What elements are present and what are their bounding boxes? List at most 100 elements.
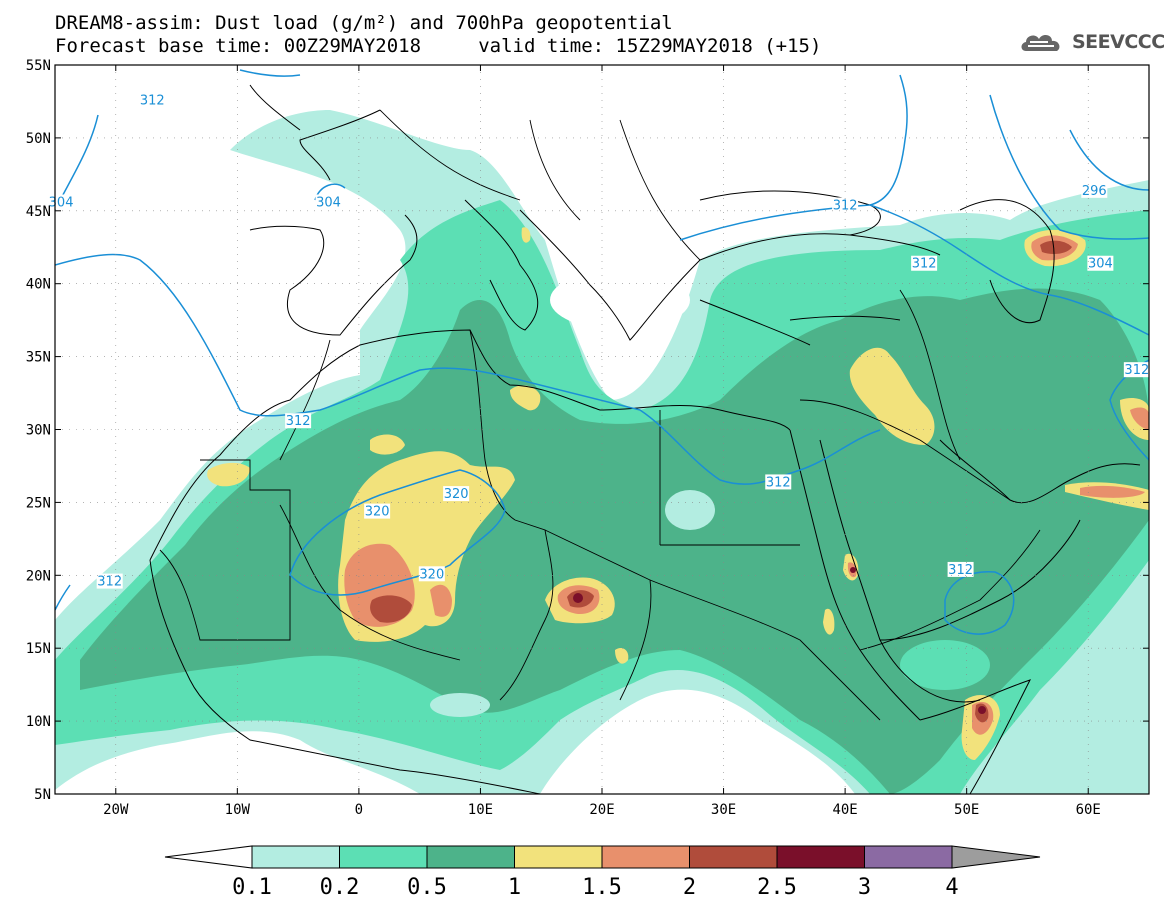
coastline-iberia [249, 214, 418, 336]
map-title: DREAM8-assim: Dust load (g/m²) and 700hP… [55, 12, 673, 34]
border-iran-iraq [899, 289, 961, 461]
contour-label-bg [947, 561, 974, 577]
colorbar-segment [601, 845, 690, 869]
dust-region-1.0-libya [510, 385, 541, 411]
colorbar-segment [514, 845, 603, 869]
coastline-north-africa [149, 329, 791, 561]
coastline-italy [464, 199, 539, 331]
border-europe [379, 109, 701, 261]
contour-label-bg [315, 194, 342, 210]
coastline-west-africa [149, 559, 541, 794]
contour-312-west [55, 253, 881, 485]
coastline-persian-gulf [939, 439, 1141, 504]
contour-label: 312 [912, 257, 937, 272]
dust-region-1.5-niger [430, 584, 452, 617]
lat-tick-label: 40N [26, 277, 51, 293]
coastline-red-sea-west [789, 429, 921, 721]
lat-tick-label: 50N [26, 131, 51, 147]
contour-label-bg [911, 255, 938, 271]
border-sudan-ethiopia [649, 579, 881, 721]
country-borders [159, 109, 1041, 721]
colorbar-label: 0.1 [232, 875, 272, 900]
lon-tick-label: 10E [468, 802, 493, 818]
contour-312-arabia [944, 571, 1015, 635]
lon-tick-label: 40E [832, 802, 857, 818]
colorbar-segment [776, 845, 865, 869]
contour-label-bg [1087, 255, 1114, 271]
logo-text: SEEVCCC [1072, 31, 1165, 53]
coastline-france-uk [249, 84, 381, 181]
clear-patch-sahel [430, 693, 490, 717]
contour-320-sw [55, 584, 71, 611]
dust-load-field [55, 110, 1149, 794]
lat-tick-label: 25N [26, 495, 51, 511]
colorbar-segment [251, 845, 340, 869]
contour-label: 312 [948, 563, 973, 578]
colorbar-label: 1 [507, 875, 522, 900]
colorbar-label: 1.5 [582, 875, 622, 900]
lat-tick-label: 15N [26, 641, 51, 657]
forecast-time-line: Forecast base time: 00Z29MAY2018 valid t… [55, 35, 822, 57]
colorbar-label: 2.5 [757, 875, 797, 900]
dust-max-somalia [978, 706, 986, 714]
contour-label-bg [765, 474, 792, 490]
contour-label: 312 [766, 475, 791, 490]
dust-region-1.0-yemen [823, 608, 835, 635]
dust-region-1.0-iraq [849, 347, 935, 445]
dust-region-1.5-pakistan [1080, 485, 1145, 498]
contour-label-bg [139, 92, 166, 108]
clear-patch-sudan [665, 490, 715, 530]
contour-312-north [679, 74, 908, 241]
contour-label: 304 [316, 196, 341, 211]
contour-label: 304 [49, 196, 74, 211]
colorbar-label: 4 [945, 875, 959, 900]
colorbar-overflow [951, 845, 1041, 869]
colorbar-label: 3 [857, 875, 872, 900]
border-algeria-libya [469, 329, 516, 521]
contour-label: 304 [1088, 257, 1113, 272]
lat-tick-label: 35N [26, 350, 51, 366]
lon-tick-label: 30E [711, 802, 736, 818]
coastlines [149, 84, 1141, 794]
contour-label-bg [832, 197, 859, 213]
contour-label: 320 [365, 505, 390, 520]
lat-tick-label: 5N [34, 787, 51, 803]
colorbar-label: 0.2 [319, 875, 360, 900]
contour-label: 312 [286, 414, 311, 429]
lon-tick-label: 20E [589, 802, 614, 818]
dust-region-1.0-italy [521, 227, 531, 243]
colorbar-segment [426, 845, 515, 869]
contour-label-bg [1081, 182, 1108, 198]
contour-label: 320 [419, 567, 444, 582]
coastline-turkey [699, 233, 941, 346]
lon-tick-label: 0 [355, 802, 363, 818]
dust-region-2.0-sahara [370, 595, 412, 623]
border-chad-sudan [544, 529, 652, 701]
colorbar-label: 2 [682, 875, 697, 900]
colorbar-label: 0.5 [407, 875, 447, 900]
colorbar-underflow [164, 845, 253, 869]
contour-label: 312 [1124, 363, 1149, 378]
border-saudi-yemen [859, 529, 1041, 651]
coastline-horn-africa [919, 679, 1031, 794]
seevccc-logo: SEEVCCC [1018, 27, 1165, 57]
contour-312-uk [239, 69, 301, 77]
border-niger-chad [499, 519, 554, 701]
contour-label-bg [1123, 362, 1150, 378]
lat-tick-label: 55N [26, 58, 51, 74]
coastline-red-sea-east [819, 439, 981, 703]
contour-label-bg [418, 566, 445, 582]
contour-304-east [989, 94, 1149, 240]
coastline-balkans [519, 209, 701, 341]
dust-region-1.0-mauritania [207, 462, 250, 487]
lon-tick-label: 50E [954, 802, 979, 818]
colorbar-segment [339, 845, 428, 869]
patch-arabian-sea [900, 640, 990, 690]
contour-label-bg [285, 413, 312, 429]
colorbar [164, 845, 1041, 869]
border-mali-niger [279, 504, 461, 661]
lat-tick-label: 20N [26, 568, 51, 584]
axis-labels: 55N 50N 45N 40N 35N 30N 25N 20N 15N 10N 5N 20W 10W 0 1… [26, 58, 1149, 818]
clear-patch-mediterranean [550, 270, 690, 330]
